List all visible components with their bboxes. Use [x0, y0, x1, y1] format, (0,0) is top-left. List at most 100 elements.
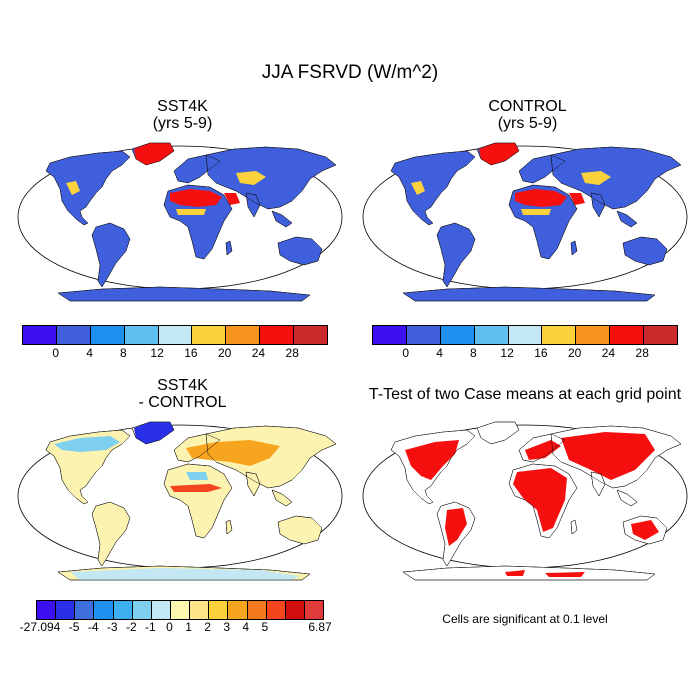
colorbar-tick-label: 2 — [204, 620, 211, 634]
colorbar-tick-label: 0 — [402, 346, 410, 360]
coast-india — [590, 192, 606, 218]
coast-europe — [173, 433, 221, 463]
coast-india — [245, 471, 261, 497]
overlay-sahara-hot — [515, 189, 567, 207]
colorbar-abs-swatch — [542, 326, 577, 344]
colorbar-abs-swatch — [294, 326, 328, 344]
map-difference — [17, 421, 343, 581]
coast-greenland — [131, 142, 175, 166]
coast-asia — [205, 425, 337, 489]
colorbar-diff-swatch — [132, 601, 152, 619]
coast-europe — [518, 154, 566, 184]
land-antarctica — [402, 565, 656, 581]
coast-india — [245, 192, 261, 218]
overlay-diff-europe-asia-warm — [186, 440, 280, 466]
map-control — [362, 142, 688, 302]
colorbar-tick-label: 20 — [567, 346, 582, 360]
sig-south-america — [445, 508, 467, 546]
coast-southAmerica — [91, 501, 131, 567]
colorbar-tick-label: 16 — [534, 346, 548, 360]
overlay-sahara-hot — [170, 189, 222, 207]
colorbar-abs-swatch — [260, 326, 295, 344]
colorbar-tick-label: 5 — [261, 620, 269, 634]
coast-antarctica — [402, 565, 656, 581]
coast-europe — [518, 433, 566, 463]
coast-asia — [550, 146, 682, 210]
colorbar-tick-label: -5 — [68, 620, 80, 634]
colorbar-abs-swatch — [192, 326, 227, 344]
colorbar-tick-label: 28 — [635, 346, 649, 360]
map-sst4k — [17, 142, 343, 302]
colorbar-tick-label: 0 — [52, 346, 60, 360]
panel-title-difference: SST4K - CONTROL — [138, 377, 227, 411]
coast-southAmerica — [436, 222, 476, 288]
colorbar-tick-label: 4 — [436, 346, 443, 360]
sig-antarctica — [505, 570, 585, 577]
overlay-sahel-mid — [521, 209, 551, 215]
coast-africa — [163, 184, 233, 260]
coast-asia — [550, 425, 682, 489]
land-antarctica — [402, 286, 656, 302]
coast-australia — [622, 515, 668, 545]
coast-madagascar — [570, 519, 578, 535]
colorbar-tick-label: -3 — [106, 620, 118, 634]
colorbar-abs-swatch — [406, 326, 441, 344]
coast-australia — [622, 236, 668, 266]
coast-europe — [173, 154, 221, 184]
colorbar-tick-label: -4 — [87, 620, 99, 634]
overlay-greenland-hot — [479, 143, 519, 165]
colorbar-tick-label: 4 — [242, 620, 250, 634]
coast-africa — [508, 184, 578, 260]
overlay-diff-sahara-cool — [186, 472, 208, 480]
map-ttest — [362, 421, 688, 581]
overlay-sahel-mid — [176, 209, 206, 215]
coast-australia — [277, 236, 323, 266]
colorbar-diff-swatch — [37, 601, 57, 619]
panel-title-sst4k: SST4K (yrs 5-9) — [152, 98, 213, 132]
coast-southAmerica — [91, 222, 131, 288]
colorbar-tick-label: 16 — [184, 346, 198, 360]
coast-seAsia — [616, 210, 638, 228]
overlay-us-west-mid — [411, 181, 425, 195]
coast-seAsia — [616, 489, 638, 507]
colorbar-abs-swatch — [576, 326, 611, 344]
sig-australia — [631, 520, 659, 540]
coast-northAmerica — [45, 150, 131, 226]
coast-asia — [205, 146, 337, 210]
colorbar-tick-label: 20 — [217, 346, 232, 360]
colorbar-tick-label: 24 — [251, 346, 266, 360]
coast-africa — [508, 463, 578, 539]
coast-madagascar — [570, 240, 578, 256]
colorbar-tick-label: 4 — [86, 346, 93, 360]
overlay-arabia-hot — [569, 193, 585, 205]
coast-greenland — [476, 142, 520, 166]
colorbar-diff-swatch — [94, 601, 114, 619]
coast-northAmerica — [390, 150, 476, 226]
colorbar-tick-label: 8 — [469, 346, 477, 360]
coast-antarctica — [57, 565, 311, 581]
overlay-greenland-hot — [134, 143, 174, 165]
overlay-central-asia-mid — [236, 171, 266, 185]
panel-title-ttest: T-Test of two Case means at each grid po… — [368, 386, 682, 403]
overlay-us-west-mid — [66, 181, 80, 195]
overlay-arabia-hot — [224, 193, 240, 205]
coast-greenland — [476, 421, 520, 445]
colorbar-tick-label: 1 — [185, 620, 192, 634]
significance-note: Cells are significant at 0.1 level — [442, 612, 608, 626]
colorbar-diff-swatch — [170, 601, 191, 619]
coast-africa — [163, 463, 233, 539]
land-antarctica — [57, 286, 311, 302]
coast-australia — [277, 515, 323, 545]
colorbar-diff-swatch — [190, 601, 210, 619]
colorbar-abs-swatch — [23, 326, 57, 344]
colorbar-diff-swatch — [266, 601, 286, 619]
overlay-diff-sahel-warm — [170, 484, 222, 492]
overlay-diff-greenland-cold — [134, 422, 174, 444]
colorbar-diff-swatch — [113, 601, 133, 619]
coast-antarctica — [402, 286, 656, 302]
colorbar-sst4k — [22, 325, 328, 345]
colorbar-tick-label: 8 — [119, 346, 127, 360]
colorbar-diff-swatch — [285, 601, 305, 619]
colorbar-tick-label: 12 — [500, 346, 514, 360]
colorbar-tick-label: -1 — [145, 620, 156, 634]
